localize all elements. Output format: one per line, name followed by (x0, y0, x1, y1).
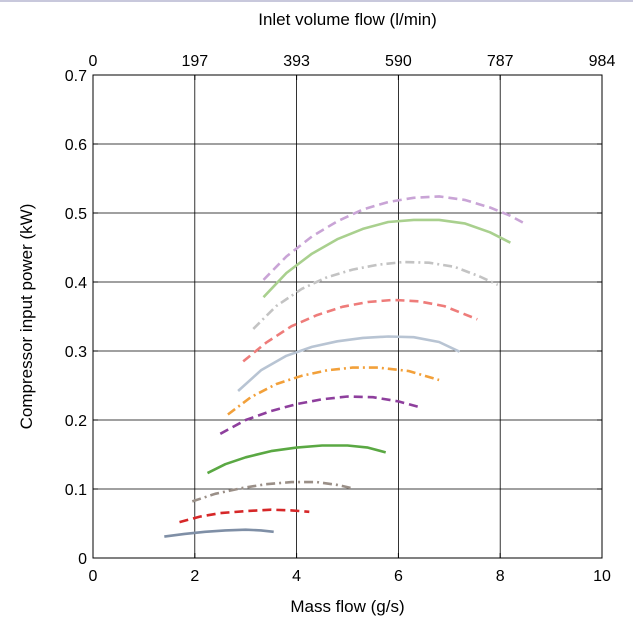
x-tick-label: 6 (394, 568, 403, 585)
x-tick-label: 8 (496, 568, 505, 585)
x2-tick-label: 197 (181, 53, 208, 70)
y-tick-label: 0.7 (65, 68, 87, 85)
y-tick-label: 0.6 (65, 137, 87, 154)
series-line-8 (243, 300, 477, 362)
y-tick-label: 0.1 (65, 482, 87, 499)
x-tick-label: 10 (593, 568, 611, 585)
y-tick-label: 0 (78, 551, 87, 568)
x2-tick-label: 590 (385, 53, 412, 70)
series-line-10 (264, 220, 511, 297)
series-line-3 (192, 482, 352, 501)
series-line-6 (228, 368, 439, 415)
series-line-2 (180, 510, 310, 522)
y-tick-label: 0.2 (65, 413, 87, 430)
series-lines (164, 196, 523, 536)
x2-tick-label: 393 (283, 53, 310, 70)
x-tick-label: 4 (292, 568, 301, 585)
left-axis-title: Compressor input power (kW) (17, 204, 36, 430)
y-tick-label: 0.3 (65, 344, 87, 361)
axis-tick-labels: 0 2 4 6 8 10 0 197 393 590 787 984 0 0.1 0.2 0.3 0.4 0.5 0… (65, 53, 616, 585)
x-tick-label: 0 (89, 568, 98, 585)
plot-frame (93, 75, 602, 558)
series-line-5 (220, 397, 421, 434)
series-line-1 (164, 530, 273, 537)
grid-lines (93, 75, 602, 558)
x-tick-label: 2 (190, 568, 199, 585)
x2-tick-label: 787 (487, 53, 514, 70)
y-tick-label: 0.5 (65, 206, 87, 223)
top-axis-title: Inlet volume flow (l/min) (258, 10, 437, 29)
y-tick-label: 0.4 (65, 275, 87, 292)
axis-ticks (93, 75, 602, 558)
x2-tick-label: 0 (89, 53, 98, 70)
series-line-11 (264, 196, 524, 280)
series-line-9 (253, 262, 497, 329)
x2-tick-label: 984 (589, 53, 616, 70)
bottom-axis-title: Mass flow (g/s) (290, 597, 404, 616)
series-line-7 (238, 337, 459, 392)
